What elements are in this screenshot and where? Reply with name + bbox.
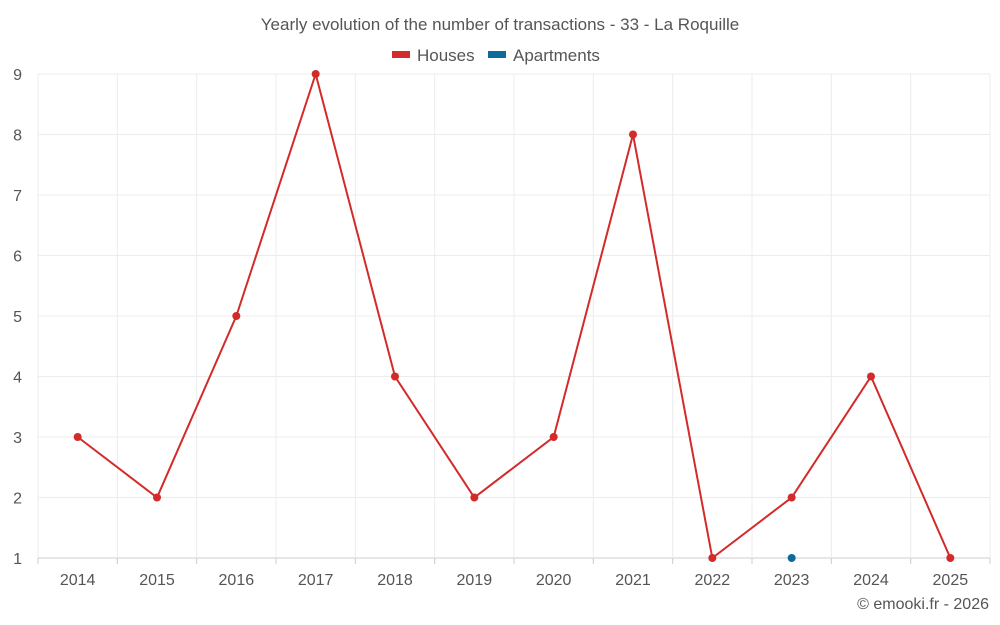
series-layer	[73, 70, 955, 562]
x-tick-label-2019: 2019	[457, 572, 493, 589]
legend-swatch-houses	[392, 51, 410, 58]
x-tick-label-2018: 2018	[377, 572, 413, 589]
point-houses-2021[interactable]	[629, 130, 637, 139]
legend-label-houses: Houses	[417, 46, 475, 65]
series-line-houses	[77, 70, 952, 560]
point-houses-2017[interactable]	[311, 70, 320, 78]
point-houses-2015[interactable]	[153, 493, 161, 502]
x-tick-label-2023: 2023	[774, 572, 810, 589]
point-houses-2020[interactable]	[549, 433, 558, 441]
series-houses	[73, 70, 955, 562]
x-tick-label-2025: 2025	[933, 572, 969, 589]
x-tick-label-2016: 2016	[219, 572, 255, 589]
point-houses-2019[interactable]	[470, 493, 479, 502]
y-tick-label-3: 3	[13, 430, 22, 447]
y-tick-label-1: 1	[13, 551, 22, 568]
legend-item-apartments[interactable]: Apartments	[488, 46, 600, 65]
point-houses-2014[interactable]	[73, 433, 82, 441]
x-tick-label-2022: 2022	[695, 572, 731, 589]
chart-title: Yearly evolution of the number of transa…	[261, 15, 739, 34]
x-tick-label-2024: 2024	[853, 572, 889, 589]
point-apartments-2023[interactable]	[787, 554, 796, 562]
x-tick-label-2017: 2017	[298, 572, 334, 589]
credit-text: © emooki.fr - 2026	[857, 596, 989, 613]
y-tick-label-7: 7	[13, 188, 22, 205]
x-axis-ticks: 2014 2015 2016 2017 2018 2019 2020 2021 2022 2023…	[37, 558, 991, 589]
point-houses-2018[interactable]	[391, 372, 399, 381]
point-houses-2024[interactable]	[867, 372, 875, 381]
point-houses-2022[interactable]	[708, 554, 717, 562]
point-houses-2023[interactable]	[787, 493, 796, 502]
legend-label-apartments: Apartments	[513, 46, 600, 65]
grid	[37, 73, 991, 559]
series-apartments	[787, 554, 796, 562]
y-tick-label-9: 9	[13, 67, 22, 84]
legend: Houses Apartments	[392, 46, 600, 65]
legend-item-houses[interactable]: Houses	[392, 46, 475, 65]
y-tick-label-5: 5	[13, 309, 22, 326]
y-tick-label-4: 4	[13, 370, 22, 387]
x-tick-label-2021: 2021	[615, 572, 651, 589]
point-houses-2016[interactable]	[232, 312, 241, 320]
y-tick-label-2: 2	[13, 491, 22, 508]
x-tick-label-2020: 2020	[536, 572, 572, 589]
y-tick-label-6: 6	[13, 249, 22, 266]
legend-swatch-apartments	[488, 51, 506, 58]
y-tick-label-8: 8	[13, 128, 22, 145]
point-houses-2025[interactable]	[946, 554, 955, 562]
y-axis-ticks: 1 2 3 4 5 6 7 8 9	[13, 67, 22, 568]
x-tick-label-2015: 2015	[139, 572, 175, 589]
x-tick-label-2014: 2014	[60, 572, 96, 589]
